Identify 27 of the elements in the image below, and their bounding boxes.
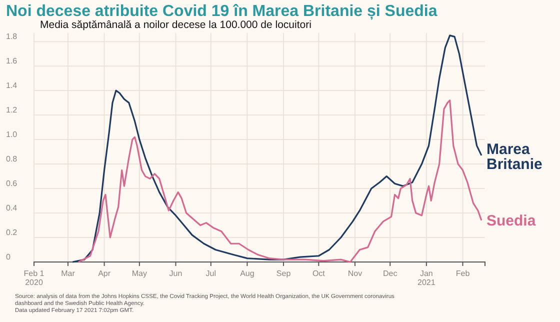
x-tick-label: Nov	[348, 269, 362, 278]
y-tick-label: 1.8	[6, 32, 18, 42]
x-tick-label: Sep	[276, 269, 292, 278]
x-tick-label: Aug	[240, 269, 254, 278]
x-tick-label: Feb 1 2020	[24, 269, 45, 287]
x-tick-label: May	[132, 269, 147, 278]
x-tick-label: Jun	[169, 269, 182, 278]
x-tick-label: Oct	[312, 269, 326, 278]
x-tick-label: Jul	[206, 269, 216, 278]
x-tick-label: Apr	[98, 269, 111, 278]
y-tick-label: 1.4	[6, 81, 18, 90]
y-tick-label: 1.6	[6, 56, 18, 66]
y-tick-label: 1.2	[6, 106, 18, 115]
y-tick-label: 1.0	[6, 130, 18, 140]
y-tick-label: 0.2	[6, 228, 18, 238]
x-tick-label: Jan 2021	[418, 269, 436, 287]
x-tick-label: Feb	[456, 269, 470, 278]
chart-title: Noi decese atribuite Covid 19 în Marea Britanie și Suedia	[6, 3, 438, 20]
y-tick-label: 0.6	[6, 179, 18, 188]
x-tick-label: Dec	[382, 269, 398, 278]
chart-subtitle: Media săptămânală a noilor decese la 100.000 de locuitori	[40, 19, 312, 31]
x-tick-label: Mar	[61, 269, 76, 278]
series-label: Marea Britanie	[486, 140, 542, 173]
y-tick-label: 0.8	[6, 154, 18, 164]
y-tick-label: 0	[6, 252, 11, 262]
y-tick-label: 0.4	[6, 204, 18, 213]
series-label: Suedia	[486, 212, 536, 230]
